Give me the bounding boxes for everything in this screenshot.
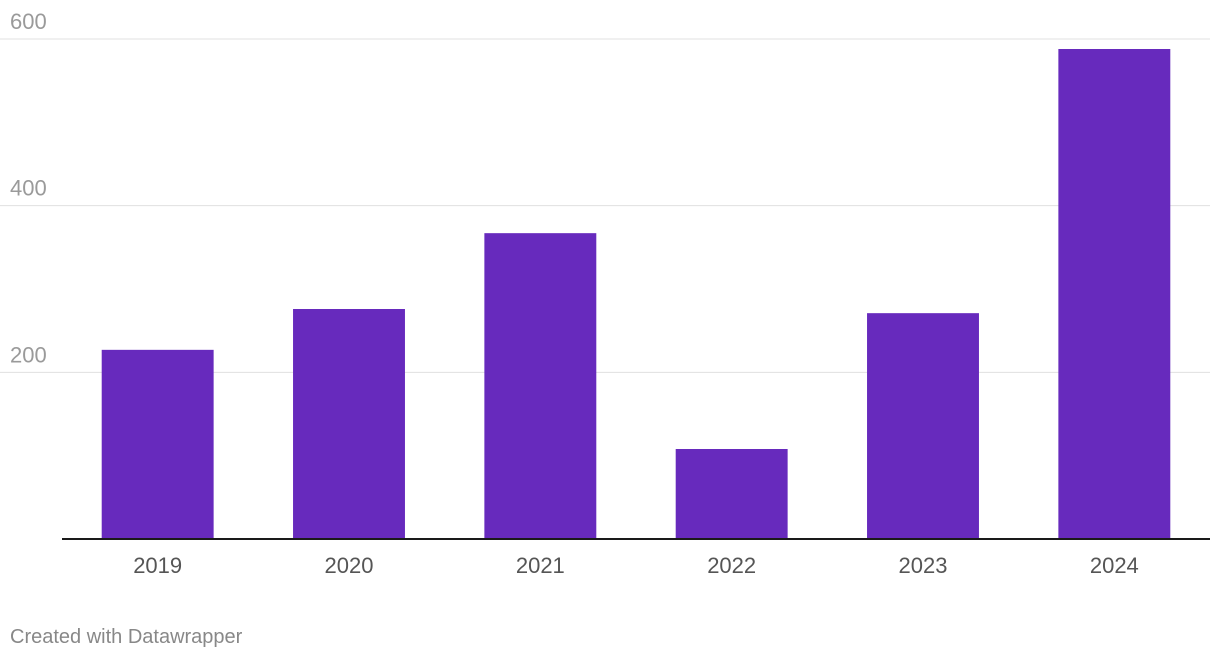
x-tick-label: 2024 <box>1090 553 1139 578</box>
x-axis: 2019 2020 2021 2022 2023 2024 <box>62 538 1210 578</box>
x-tick-label: 2019 <box>133 553 182 578</box>
bar-2020 <box>293 309 405 539</box>
x-tick-label: 2023 <box>899 553 948 578</box>
y-tick-label: 200 <box>10 342 47 367</box>
bar-2024 <box>1058 49 1171 539</box>
x-tick-label: 2021 <box>516 553 565 578</box>
x-tick-label: 2020 <box>325 553 374 578</box>
x-tick-label: 2022 <box>707 553 756 578</box>
bar-chart: 200 400 600 2019 2020 2021 2022 2023 2024 <box>0 9 1210 578</box>
bar-2019 <box>101 349 214 539</box>
bar-2022 <box>675 449 788 539</box>
y-tick-label: 400 <box>10 176 47 201</box>
y-tick-label: 600 <box>10 9 47 34</box>
datawrapper-credit: Created with Datawrapper <box>10 626 243 648</box>
bar-2021 <box>484 233 597 539</box>
bar-2023 <box>867 313 979 539</box>
bars-layer <box>101 49 1171 539</box>
grid-layer: 200 400 600 <box>0 9 1210 373</box>
